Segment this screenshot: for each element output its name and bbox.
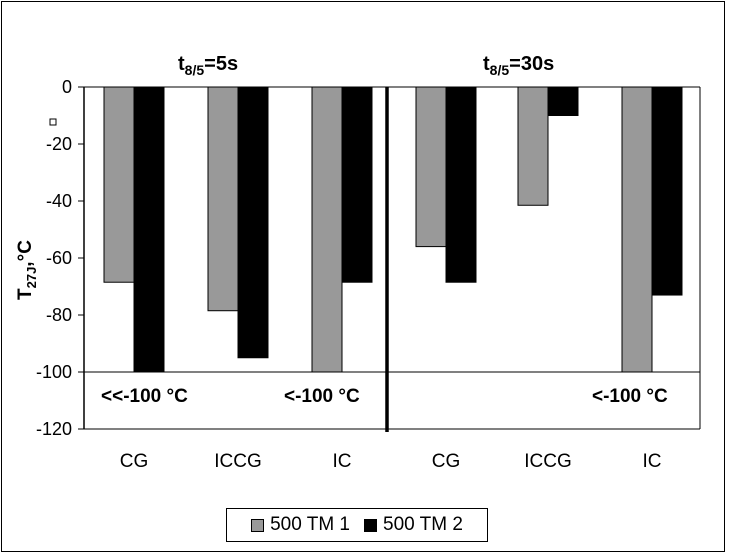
y-axis-label: T27J,°C	[15, 240, 39, 300]
y-tick-label: -80	[46, 305, 72, 325]
legend: 500 TM 1 500 TM 2	[226, 508, 488, 542]
y-tick-label: -60	[46, 248, 72, 268]
legend-item-series-2: 500 TM 2	[364, 514, 463, 536]
bar-cg-right-series-2	[445, 86, 477, 283]
y-tick-label: 0	[62, 77, 72, 97]
bar-iccg-right-series-2	[547, 86, 579, 116]
x-category-label-cg-left: CG	[120, 451, 149, 472]
bar-iccg-left-series-2	[237, 86, 269, 359]
x-category-label-ic-right: IC	[643, 451, 662, 472]
x-category-label-ic-left: IC	[333, 451, 352, 472]
y-tick-label: -100	[36, 362, 72, 382]
x-category-label-iccg-left: ICCG	[214, 451, 262, 472]
bar-cg-right-series-1	[415, 86, 447, 248]
legend-swatch-series-1	[251, 518, 265, 532]
category-labels: CG ICCG IC CG ICCG IC	[120, 451, 662, 472]
legend-label-series-1: 500 TM 1	[270, 514, 350, 535]
bar-iccg-left-series-1	[207, 86, 239, 312]
panel-title-right: t8/5=30s	[483, 53, 554, 78]
panel-title-left: t8/5=5s	[178, 53, 238, 78]
legend-label-series-2: 500 TM 2	[383, 514, 463, 535]
y-tick-label: -40	[46, 191, 72, 211]
annotation-cg-left: <<-100 °C	[101, 386, 188, 407]
x-category-label-cg-right: CG	[432, 451, 461, 472]
y-tick-label: -20	[46, 134, 72, 154]
x-category-label-iccg-right: ICCG	[524, 451, 572, 472]
bar-ic-right-series-2	[651, 86, 683, 296]
annotation-ic-right: <-100 °C	[592, 386, 668, 407]
bar-cg-left-series-1	[103, 86, 135, 283]
bars-group	[103, 86, 683, 373]
legend-item-series-1: 500 TM 1	[251, 514, 350, 536]
bar-ic-left-series-2	[341, 86, 373, 283]
bar-ic-left-series-1	[311, 86, 343, 373]
bar-ic-right-series-1	[621, 86, 653, 373]
annotation-ic-left: <-100 °C	[284, 386, 360, 407]
bar-cg-left-series-2	[133, 86, 165, 373]
y-ticks: 0 -20 -40 -60 -80 -100 -120	[36, 77, 84, 439]
small-square-marker	[49, 118, 57, 126]
legend-swatch-series-2	[364, 518, 377, 532]
bar-iccg-right-series-1	[517, 86, 549, 206]
y-tick-label: -120	[36, 419, 72, 439]
